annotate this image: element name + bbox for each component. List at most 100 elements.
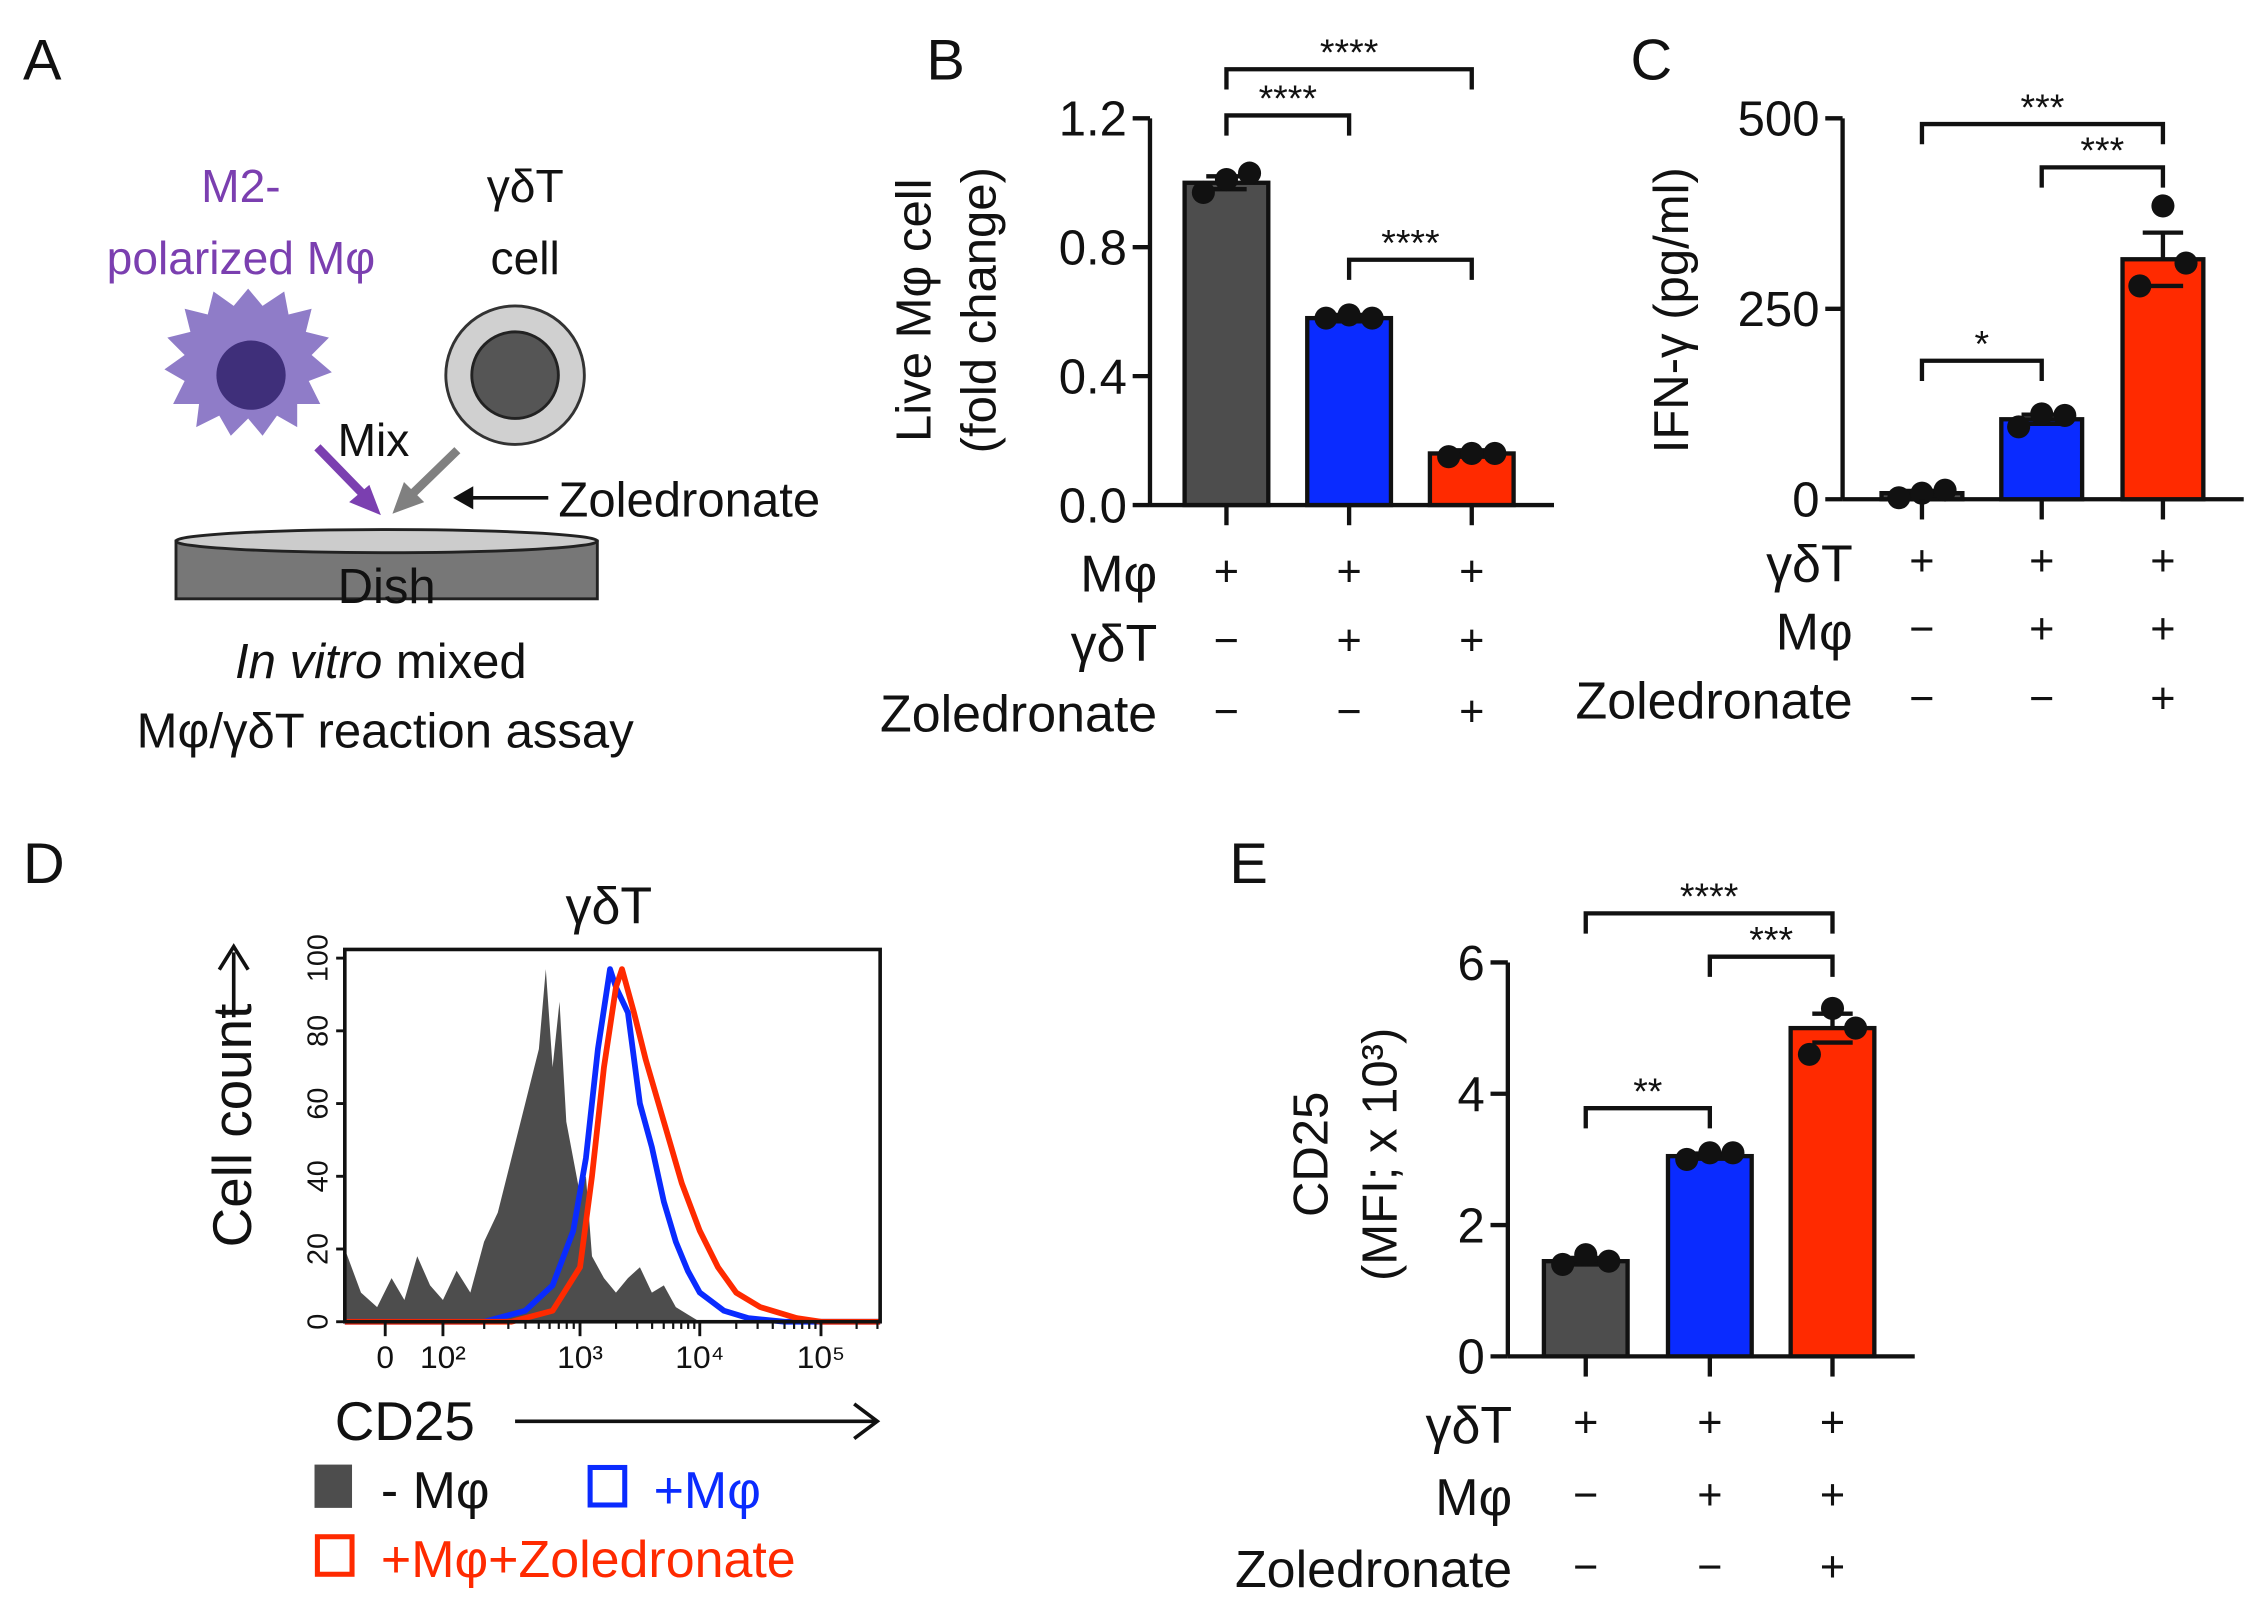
significance-bracket [1583, 911, 1835, 934]
condition-symbol: − [2029, 675, 2054, 723]
condition-symbol: − [1214, 688, 1239, 736]
bar [1665, 1153, 1754, 1359]
condition-symbol: + [1336, 617, 1361, 665]
significance-label: *** [2080, 129, 2124, 171]
data-point [1574, 1243, 1598, 1267]
condition-symbol: + [1697, 1471, 1722, 1519]
significance-label: **** [1320, 31, 1378, 73]
mix-label: Mix [338, 414, 410, 466]
y-tick-label: 0 [1457, 1331, 1484, 1385]
condition-symbol: + [1459, 548, 1484, 596]
bar [2120, 257, 2206, 502]
x-tick-label: 10⁴ [675, 1339, 724, 1375]
data-point [1698, 1141, 1722, 1165]
condition-symbol: + [1697, 1399, 1722, 1447]
condition-symbol: + [1214, 548, 1239, 596]
y-axis-label-line2: (fold change) [953, 167, 1007, 453]
data-point [1437, 445, 1461, 469]
condition-symbol: − [1214, 617, 1239, 665]
y-axis-label: CD25 [1284, 1092, 1338, 1217]
panel-letter-e: E [1229, 832, 1268, 896]
condition-symbol: + [1820, 1543, 1845, 1591]
panel-a-schematic: M2- polarized Mφ γδT cell Mix Zoledronat… [107, 160, 820, 758]
significance-bracket [1919, 121, 2166, 145]
condition-symbol: + [2029, 606, 2054, 654]
condition-label: γδT [1071, 615, 1158, 673]
gdt-label-line2: cell [491, 232, 560, 284]
significance-bracket [1346, 257, 1474, 280]
y-tick-label: 500 [1738, 93, 1820, 147]
condition-label: γδT [1426, 1397, 1513, 1455]
y-tick-label: 0.8 [1059, 222, 1127, 276]
data-point [1551, 1252, 1575, 1276]
significance-label: * [1975, 322, 1990, 364]
y-axis-arrow-icon [217, 943, 250, 1018]
significance-label: **** [1680, 875, 1738, 917]
y-tick-label: 20 [303, 1233, 335, 1265]
bar [1788, 1025, 1877, 1359]
data-point [1337, 303, 1361, 327]
significance-bracket [1707, 954, 1835, 977]
data-point [2151, 194, 2175, 218]
data-point [1721, 1141, 1745, 1165]
arrow-head [853, 1402, 881, 1441]
panel-b-chart: 0.0 0.4 0.8 1.2 Live Mφ cell (fold change) Mφ +… [880, 31, 1555, 744]
condition-symbol: + [1909, 538, 1934, 586]
y-tick-label: 40 [303, 1160, 335, 1192]
caption-line1: In vitro mixed [235, 635, 527, 689]
panel-e-chart: 0 2 4 6 CD25 (MFI; x 10³) γδT + + + Mφ − + + Zoledrona… [1235, 875, 1915, 1599]
macrophage-icon [164, 288, 332, 436]
bar [1182, 180, 1271, 508]
condition-symbol: − [1573, 1471, 1598, 1519]
y-tick-label: 0.4 [1059, 350, 1127, 404]
y-tick-label: 0.0 [1059, 479, 1127, 533]
x-tick-label: 10³ [557, 1339, 603, 1375]
condition-symbol: + [1336, 548, 1361, 596]
caption-italic: In vitro [235, 635, 382, 689]
gdt-label-line1: γδT [487, 160, 564, 212]
data-point [1483, 441, 1507, 466]
x-axis-label: CD25 [335, 1390, 475, 1452]
condition-label: Mφ [1435, 1469, 1512, 1527]
data-point [2007, 415, 2031, 439]
caption-line2: Mφ/γδT reaction assay [137, 704, 635, 758]
gray-arrow-icon [392, 447, 461, 514]
histogram-series-1 [344, 966, 881, 1325]
x-axis-arrow-icon [515, 1402, 881, 1441]
condition-symbol: + [1820, 1471, 1845, 1519]
m2-label-line2: polarized Mφ [107, 232, 376, 284]
significance-label: **** [1381, 221, 1439, 263]
y-tick-label: 80 [303, 1015, 335, 1047]
condition-label: Zoledronate [1235, 1541, 1512, 1599]
legend-label: +Mφ+Zoledronate [381, 1531, 796, 1589]
condition-symbol: + [1459, 617, 1484, 665]
condition-symbol: + [2029, 538, 2054, 586]
condition-label: Mφ [1080, 546, 1157, 604]
data-point [1360, 306, 1384, 330]
condition-symbol: − [1573, 1543, 1598, 1591]
y-tick-label: 6 [1457, 937, 1484, 991]
legend-swatch [314, 1534, 355, 1577]
panel-c-chart: 0 250 500 IFN-γ (pg/ml) γδT + + + Mφ − + + Zoledrona… [1576, 86, 2244, 731]
significance-label: ** [1633, 1070, 1662, 1112]
condition-symbol: + [2150, 675, 2175, 723]
data-point [1844, 1016, 1868, 1040]
condition-symbol: + [2150, 538, 2175, 586]
panel-letter-c: C [1630, 28, 1672, 92]
condition-symbol: − [1697, 1543, 1722, 1591]
panel-d-histogram: γδT 0 20 40 60 80 100 0 10² 10³ 10⁴ 10⁵ Cell count CD… [201, 877, 882, 1589]
panel-letter-a: A [23, 28, 62, 92]
data-point [1797, 1042, 1821, 1066]
x-tick-label: 10² [420, 1339, 466, 1375]
y-tick-label: 0 [1792, 474, 1819, 528]
significance-bracket [1224, 67, 1474, 90]
y-axis-label: Cell count [201, 1004, 263, 1248]
data-point [2030, 402, 2054, 426]
data-point [2053, 403, 2077, 427]
condition-symbol: + [1459, 688, 1484, 736]
data-point [1191, 180, 1215, 204]
histogram-title: γδT [566, 877, 653, 935]
condition-symbol: + [1820, 1399, 1845, 1447]
gdt-cell-icon [444, 304, 586, 446]
condition-symbol: − [1909, 606, 1934, 654]
